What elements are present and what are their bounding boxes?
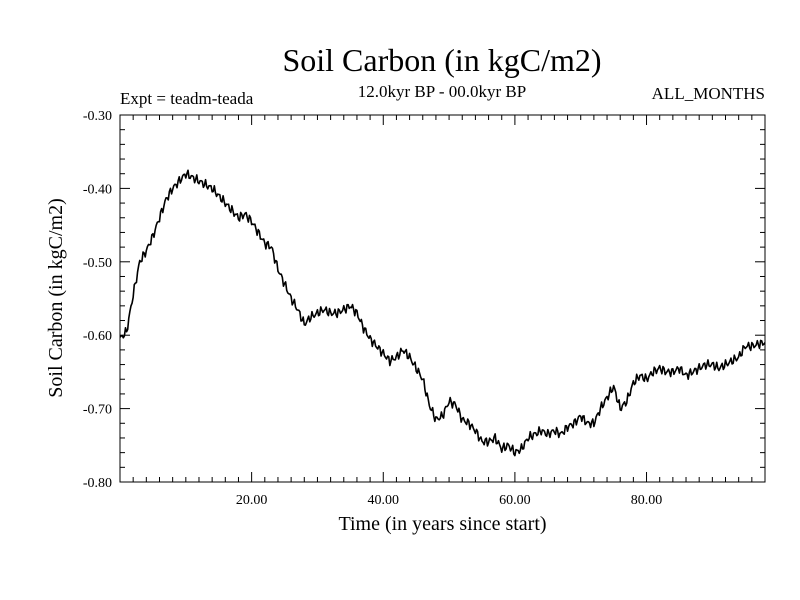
experiment-label: Expt = teadm-teada xyxy=(120,89,254,108)
y-tick-label: -0.40 xyxy=(83,182,112,197)
x-axis-label: Time (in years since start) xyxy=(338,513,547,535)
x-tick-label: 60.00 xyxy=(499,493,531,508)
y-tick-label: -0.80 xyxy=(83,476,112,491)
chart-title: Soil Carbon (in kgC/m2) xyxy=(282,42,602,78)
plot-frame xyxy=(119,114,766,483)
months-label: ALL_MONTHS xyxy=(651,84,765,103)
y-tick-label: -0.50 xyxy=(83,256,112,271)
y-tick-label: -0.60 xyxy=(83,329,112,344)
y-tick-label: -0.70 xyxy=(83,403,112,418)
x-tick-label: 40.00 xyxy=(368,493,400,508)
chart-subtitle: 12.0kyr BP - 00.0kyr BP xyxy=(357,82,527,101)
x-tick-label: 80.00 xyxy=(631,493,663,508)
axis-ticks xyxy=(120,114,765,483)
y-axis-label: Soil Carbon (in kgC/m2) xyxy=(45,198,67,397)
y-tick-label: -0.30 xyxy=(83,109,112,124)
series-line-soil-carbon xyxy=(119,169,766,457)
tick-labels: 20.00 40.00 60.00 80.00 -0.30 -0.40 -0.50 -0.60… xyxy=(83,109,662,508)
x-tick-label: 20.00 xyxy=(236,493,268,508)
